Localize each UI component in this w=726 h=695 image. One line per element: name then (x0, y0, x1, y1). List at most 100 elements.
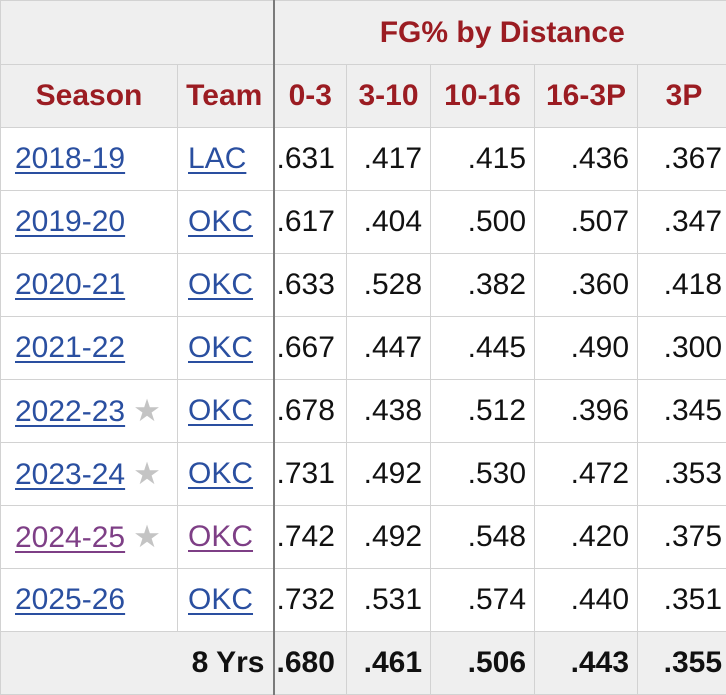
season-column-header[interactable]: Season (1, 65, 178, 128)
fg-16-3p-cell: .490 (535, 317, 638, 380)
column-header-row: Season Team 0-3 3-10 10-16 16-3P 3P (1, 65, 726, 128)
fg-10-16-cell: .415 (431, 128, 535, 191)
total-fg-0-3-cell: .680 (274, 632, 347, 695)
season-link[interactable]: 2021-22 (15, 331, 125, 364)
season-link[interactable]: 2018-19 (15, 142, 125, 175)
season-cell: 2024-25★ (1, 506, 178, 569)
fg-3-10-cell: .417 (347, 128, 431, 191)
fg-16-3p-cell: .436 (535, 128, 638, 191)
fg-by-distance-header: FG% by Distance (274, 1, 726, 65)
fg-10-16-cell: .548 (431, 506, 535, 569)
fg-3p-cell: .375 (638, 506, 726, 569)
team-link[interactable]: OKC (188, 520, 253, 553)
team-cell: OKC (178, 569, 274, 632)
season-link[interactable]: 2025-26 (15, 583, 125, 616)
table-row: 2022-23★ OKC .678 .438 .512 .396 .345 (1, 380, 726, 443)
fg-0-3-cell: .633 (274, 254, 347, 317)
total-fg-3-10-cell: .461 (347, 632, 431, 695)
dist-3-10-column-header[interactable]: 3-10 (347, 65, 431, 128)
season-cell: 2022-23★ (1, 380, 178, 443)
team-cell: OKC (178, 191, 274, 254)
season-cell: 2021-22 (1, 317, 178, 380)
career-years-label: 8 Yrs (1, 632, 274, 695)
team-cell: OKC (178, 317, 274, 380)
season-cell: 2019-20 (1, 191, 178, 254)
team-cell: OKC (178, 506, 274, 569)
team-cell: LAC (178, 128, 274, 191)
fg-3p-cell: .367 (638, 128, 726, 191)
season-link[interactable]: 2019-20 (15, 205, 125, 238)
fg-10-16-cell: .512 (431, 380, 535, 443)
fg-0-3-cell: .631 (274, 128, 347, 191)
total-fg-10-16-cell: .506 (431, 632, 535, 695)
fg-0-3-cell: .617 (274, 191, 347, 254)
fg-3-10-cell: .492 (347, 443, 431, 506)
table-row: 2021-22 OKC .667 .447 .445 .490 .300 (1, 317, 726, 380)
fg-16-3p-cell: .440 (535, 569, 638, 632)
team-column-header[interactable]: Team (178, 65, 274, 128)
fg-10-16-cell: .500 (431, 191, 535, 254)
over-header-blank (1, 1, 274, 65)
fg-16-3p-cell: .472 (535, 443, 638, 506)
season-link[interactable]: 2023-24 (15, 458, 125, 491)
fg-0-3-cell: .667 (274, 317, 347, 380)
season-cell: 2020-21 (1, 254, 178, 317)
team-link[interactable]: OKC (188, 205, 253, 238)
fg-16-3p-cell: .420 (535, 506, 638, 569)
season-cell: 2018-19 (1, 128, 178, 191)
fg-3p-cell: .353 (638, 443, 726, 506)
team-cell: OKC (178, 443, 274, 506)
fg-10-16-cell: .382 (431, 254, 535, 317)
total-fg-16-3p-cell: .443 (535, 632, 638, 695)
fg-16-3p-cell: .507 (535, 191, 638, 254)
team-link[interactable]: OKC (188, 268, 253, 301)
team-cell: OKC (178, 254, 274, 317)
fg-3-10-cell: .531 (347, 569, 431, 632)
table-row: 2023-24★ OKC .731 .492 .530 .472 .353 (1, 443, 726, 506)
fg-3-10-cell: .438 (347, 380, 431, 443)
fg-16-3p-cell: .396 (535, 380, 638, 443)
total-fg-3p-cell: .355 (638, 632, 726, 695)
dist-0-3-column-header[interactable]: 0-3 (274, 65, 347, 128)
dist-16-3p-column-header[interactable]: 16-3P (535, 65, 638, 128)
fg-10-16-cell: .574 (431, 569, 535, 632)
all-star-icon: ★ (133, 519, 161, 554)
season-link[interactable]: 2022-23 (15, 395, 125, 428)
team-link[interactable]: LAC (188, 142, 246, 175)
fg-3p-cell: .418 (638, 254, 726, 317)
fg-0-3-cell: .731 (274, 443, 347, 506)
fg-10-16-cell: .445 (431, 317, 535, 380)
fg-3-10-cell: .447 (347, 317, 431, 380)
fg-0-3-cell: .732 (274, 569, 347, 632)
table-row: 2018-19 LAC .631 .417 .415 .436 .367 (1, 128, 726, 191)
all-star-icon: ★ (133, 393, 161, 428)
fg-0-3-cell: .742 (274, 506, 347, 569)
season-link[interactable]: 2024-25 (15, 521, 125, 554)
fg-3-10-cell: .528 (347, 254, 431, 317)
season-cell: 2023-24★ (1, 443, 178, 506)
team-link[interactable]: OKC (188, 331, 253, 364)
team-link[interactable]: OKC (188, 583, 253, 616)
team-link[interactable]: OKC (188, 457, 253, 490)
fg-3-10-cell: .404 (347, 191, 431, 254)
fg-0-3-cell: .678 (274, 380, 347, 443)
fg-3p-cell: .347 (638, 191, 726, 254)
fg-3-10-cell: .492 (347, 506, 431, 569)
fg-3p-cell: .345 (638, 380, 726, 443)
table-row: 2020-21 OKC .633 .528 .382 .360 .418 (1, 254, 726, 317)
table-row: 2025-26 OKC .732 .531 .574 .440 .351 (1, 569, 726, 632)
season-link[interactable]: 2020-21 (15, 268, 125, 301)
fg-10-16-cell: .530 (431, 443, 535, 506)
dist-3p-column-header[interactable]: 3P (638, 65, 726, 128)
season-cell: 2025-26 (1, 569, 178, 632)
team-cell: OKC (178, 380, 274, 443)
career-total-row: 8 Yrs .680 .461 .506 .443 .355 (1, 632, 726, 695)
table-row: 2024-25★ OKC .742 .492 .548 .420 .375 (1, 506, 726, 569)
table-row: 2019-20 OKC .617 .404 .500 .507 .347 (1, 191, 726, 254)
team-link[interactable]: OKC (188, 394, 253, 427)
dist-10-16-column-header[interactable]: 10-16 (431, 65, 535, 128)
fg-16-3p-cell: .360 (535, 254, 638, 317)
fg-3p-cell: .351 (638, 569, 726, 632)
fg-3p-cell: .300 (638, 317, 726, 380)
